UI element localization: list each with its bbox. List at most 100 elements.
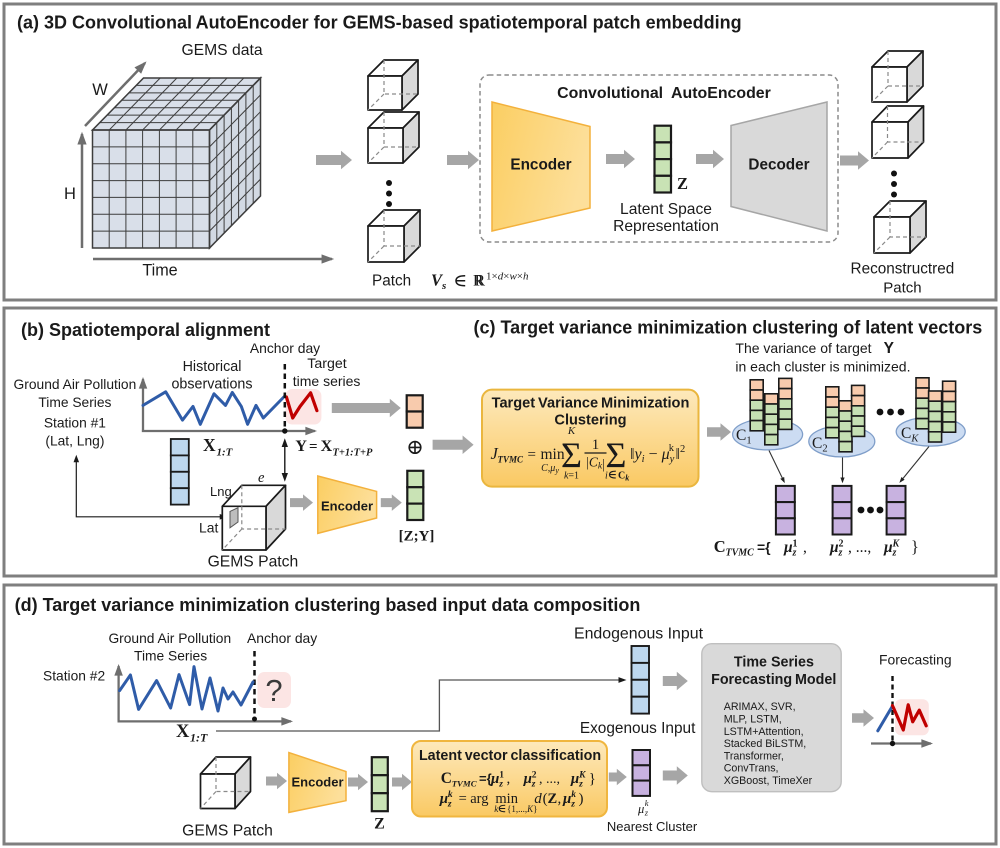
svg-text:Historical: Historical [183, 359, 242, 375]
svg-text:T+1:T+P: T+1:T+P [333, 448, 374, 459]
svg-text:μ: μ [490, 771, 499, 787]
svg-text:=: = [459, 791, 467, 807]
svg-text:X: X [321, 438, 333, 455]
svg-text:Forecasting Model: Forecasting Model [711, 672, 836, 688]
svg-text:arg: arg [470, 791, 488, 807]
svg-text:Decoder: Decoder [748, 157, 809, 174]
svg-text:,: , [507, 771, 511, 787]
svg-text:={: ={ [757, 539, 771, 555]
svg-text:in each cluster is minimized.: in each cluster is minimized. [735, 359, 910, 375]
svg-text:?: ? [265, 673, 282, 708]
svg-text:ConvTrans,: ConvTrans, [724, 763, 779, 775]
svg-text:}: } [589, 771, 596, 787]
svg-text:2: 2 [532, 770, 537, 780]
svg-text:z: z [531, 780, 536, 790]
svg-text:Patch: Patch [372, 273, 411, 290]
svg-text:Time Series: Time Series [38, 395, 111, 410]
svg-text:μ: μ [570, 771, 579, 787]
svg-text:z: z [578, 780, 583, 790]
svg-text:GEMS Patch: GEMS Patch [182, 823, 273, 840]
svg-text:1: 1 [793, 538, 798, 549]
svg-text:Transformer,: Transformer, [724, 750, 784, 762]
svg-text:Patch: Patch [883, 280, 921, 297]
svg-text:2: 2 [839, 538, 844, 549]
svg-text:μ: μ [829, 539, 839, 556]
svg-text:K: K [892, 538, 901, 549]
svg-text:GEMS Patch: GEMS Patch [208, 554, 299, 571]
svg-text:μ: μ [637, 802, 644, 816]
svg-text:Latent Space: Latent Space [620, 201, 712, 218]
svg-text:R: R [475, 273, 486, 290]
svg-text:Ground Air Pollution: Ground Air Pollution [108, 631, 231, 646]
svg-text:MLP, LSTM,: MLP, LSTM, [724, 714, 782, 726]
svg-text:Anchor day: Anchor day [250, 340, 320, 356]
svg-text:z: z [892, 548, 897, 559]
svg-text:k: k [448, 790, 453, 800]
svg-text:Reconstructred: Reconstructred [851, 260, 955, 277]
svg-text:Y: Y [295, 438, 307, 455]
svg-text:μ: μ [783, 539, 793, 556]
svg-text:Lat: Lat [199, 520, 218, 536]
svg-text:Target: Target [307, 356, 346, 372]
svg-text:z: z [447, 800, 452, 810]
svg-text:Station #1: Station #1 [44, 416, 106, 431]
svg-text:μ: μ [562, 791, 571, 807]
svg-text:, ...,: , ..., [848, 539, 871, 556]
svg-text:}: } [911, 537, 919, 556]
svg-text:TVMC: TVMC [498, 455, 525, 465]
svg-text:(a) 3D Convolutional AutoEncod: (a) 3D Convolutional AutoEncoder for GEM… [17, 13, 742, 33]
svg-text:k=1: k=1 [564, 471, 579, 482]
svg-text:Station #2: Station #2 [43, 668, 105, 683]
svg-text:K: K [578, 770, 586, 780]
svg-text:={: ={ [479, 771, 492, 786]
svg-text:Σ: Σ [561, 435, 582, 475]
svg-text:z: z [570, 800, 575, 810]
svg-text:K: K [567, 425, 576, 437]
svg-text:Z: Z [548, 791, 558, 807]
svg-text:z: z [644, 808, 649, 818]
svg-text:Time Series: Time Series [134, 649, 207, 664]
svg-text:Encoder: Encoder [510, 157, 571, 174]
svg-text:1: 1 [592, 437, 600, 453]
svg-text:(c) Target variance minimizati: (c) Target variance minimization cluster… [474, 318, 983, 338]
svg-text:ARIMAX, SVR,: ARIMAX, SVR, [724, 701, 796, 713]
svg-text:Encoder: Encoder [321, 499, 373, 514]
svg-text:Z: Z [677, 174, 688, 193]
svg-text:(: ( [543, 791, 548, 807]
svg-text:[Z;Y]: [Z;Y] [399, 529, 435, 545]
svg-text:Anchor day: Anchor day [247, 630, 317, 646]
svg-text:J: J [491, 444, 499, 463]
svg-text:Endogenous Input: Endogenous Input [574, 626, 704, 643]
svg-text:z: z [498, 780, 503, 790]
svg-text:R: R [473, 273, 484, 290]
svg-text:H: H [64, 185, 76, 203]
svg-text:1:T: 1:T [217, 447, 234, 459]
svg-text:{1,...,K}: {1,...,K} [507, 804, 537, 814]
svg-text:μ: μ [439, 791, 448, 807]
svg-text:i: i [605, 471, 608, 482]
svg-text:e: e [258, 470, 265, 486]
svg-text:Ground Air Pollution: Ground Air Pollution [14, 377, 137, 392]
svg-text:Representation: Representation [613, 218, 719, 235]
svg-text:=: = [309, 439, 318, 455]
svg-text:X: X [176, 722, 190, 742]
svg-text:‖yi − μyk‖2: ‖yi − μyk‖2 [630, 443, 685, 465]
svg-text:observations: observations [171, 377, 252, 393]
svg-text:(Lat, Lng): (Lat, Lng) [45, 434, 104, 449]
svg-text:time series: time series [293, 373, 361, 389]
svg-text:Time Series: Time Series [734, 655, 814, 671]
svg-text:W: W [92, 81, 108, 99]
svg-text:Time: Time [142, 262, 177, 280]
svg-text:Latent vector classification: Latent vector classification [419, 748, 601, 764]
svg-text:(d) Target variance minimizati: (d) Target variance minimization cluster… [15, 595, 641, 615]
svg-text:Z: Z [374, 816, 385, 833]
svg-text:k: k [645, 798, 649, 808]
svg-text:X: X [203, 435, 216, 455]
svg-text:Target Variance Minimization: Target Variance Minimization [492, 396, 690, 412]
svg-text:1×d×w×h: 1×d×w×h [486, 271, 529, 283]
svg-text:XGBoost, TimeXer: XGBoost, TimeXer [724, 775, 813, 787]
svg-text:C: C [714, 537, 726, 556]
svg-text:,: , [558, 791, 562, 807]
svg-text:1: 1 [499, 770, 504, 780]
